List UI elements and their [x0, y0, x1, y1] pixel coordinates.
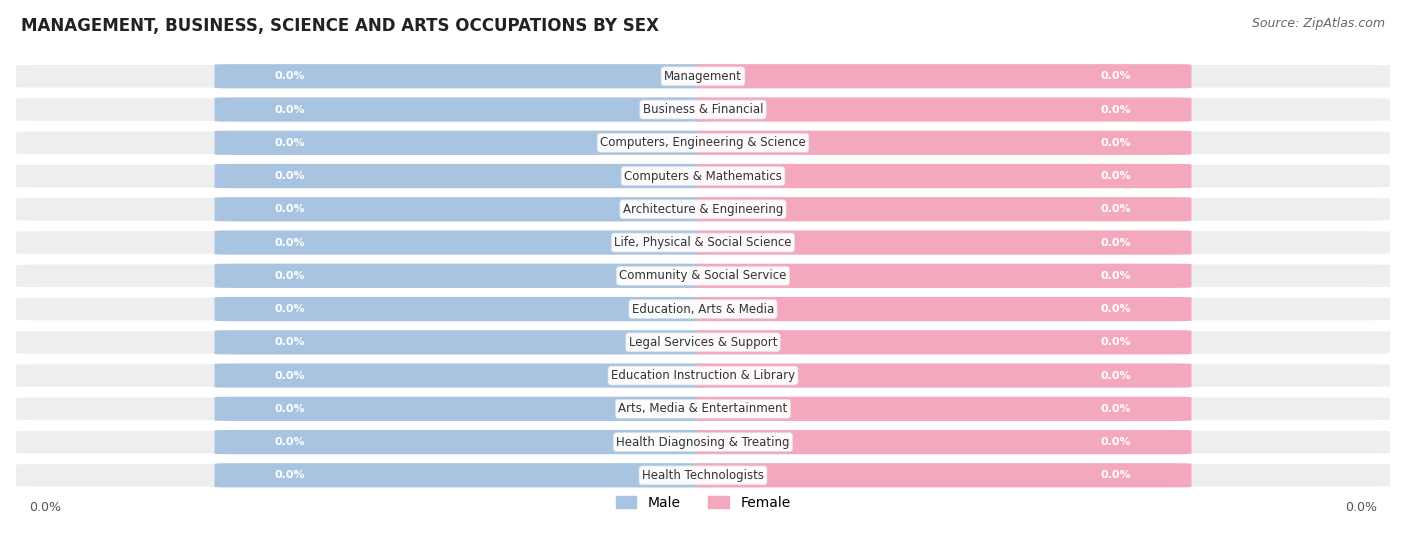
FancyBboxPatch shape [696, 430, 1191, 454]
FancyBboxPatch shape [696, 297, 1191, 321]
Text: 0.0%: 0.0% [276, 104, 305, 114]
FancyBboxPatch shape [15, 230, 1391, 255]
Text: 0.0%: 0.0% [276, 71, 305, 81]
Text: 0.0%: 0.0% [1101, 71, 1130, 81]
FancyBboxPatch shape [696, 264, 1191, 288]
Text: Source: ZipAtlas.com: Source: ZipAtlas.com [1251, 17, 1385, 30]
Text: Health Technologists: Health Technologists [643, 469, 763, 482]
Text: Computers & Mathematics: Computers & Mathematics [624, 170, 782, 182]
Text: 0.0%: 0.0% [276, 338, 305, 347]
Text: Education, Arts & Media: Education, Arts & Media [631, 302, 775, 316]
FancyBboxPatch shape [215, 330, 710, 354]
Text: 0.0%: 0.0% [1101, 171, 1130, 181]
FancyBboxPatch shape [215, 64, 710, 88]
Text: Community & Social Service: Community & Social Service [619, 270, 787, 282]
FancyBboxPatch shape [15, 163, 1391, 189]
FancyBboxPatch shape [215, 297, 710, 321]
Text: Health Diagnosing & Treating: Health Diagnosing & Treating [616, 436, 790, 449]
Text: Education Instruction & Library: Education Instruction & Library [612, 369, 794, 382]
FancyBboxPatch shape [696, 330, 1191, 354]
Text: 0.0%: 0.0% [1101, 104, 1130, 114]
Text: 0.0%: 0.0% [276, 437, 305, 447]
Text: 0.0%: 0.0% [1101, 437, 1130, 447]
Text: 0.0%: 0.0% [28, 501, 60, 513]
Text: Computers, Engineering & Science: Computers, Engineering & Science [600, 136, 806, 150]
FancyBboxPatch shape [215, 397, 710, 421]
FancyBboxPatch shape [215, 363, 710, 388]
Text: 0.0%: 0.0% [276, 404, 305, 414]
FancyBboxPatch shape [215, 131, 710, 155]
FancyBboxPatch shape [215, 197, 710, 222]
FancyBboxPatch shape [15, 397, 1391, 421]
Text: 0.0%: 0.0% [276, 204, 305, 214]
FancyBboxPatch shape [696, 363, 1191, 388]
Text: 0.0%: 0.0% [1101, 404, 1130, 414]
FancyBboxPatch shape [696, 230, 1191, 254]
FancyBboxPatch shape [696, 64, 1191, 88]
Text: 0.0%: 0.0% [276, 138, 305, 148]
FancyBboxPatch shape [215, 230, 710, 254]
Text: Arts, Media & Entertainment: Arts, Media & Entertainment [619, 402, 787, 415]
Text: 0.0%: 0.0% [276, 238, 305, 248]
Text: 0.0%: 0.0% [1101, 271, 1130, 281]
Text: 0.0%: 0.0% [1101, 371, 1130, 381]
FancyBboxPatch shape [15, 263, 1391, 288]
Text: 0.0%: 0.0% [276, 171, 305, 181]
Legend: Male, Female: Male, Female [610, 490, 796, 515]
FancyBboxPatch shape [15, 131, 1391, 155]
Text: 0.0%: 0.0% [276, 271, 305, 281]
Text: 0.0%: 0.0% [1101, 338, 1130, 347]
FancyBboxPatch shape [15, 363, 1391, 388]
Text: 0.0%: 0.0% [1101, 304, 1130, 314]
Text: 0.0%: 0.0% [1101, 238, 1130, 248]
Text: 0.0%: 0.0% [276, 304, 305, 314]
Text: Management: Management [664, 70, 742, 83]
FancyBboxPatch shape [15, 97, 1391, 122]
FancyBboxPatch shape [696, 164, 1191, 188]
FancyBboxPatch shape [15, 64, 1391, 89]
Text: 0.0%: 0.0% [1101, 138, 1130, 148]
FancyBboxPatch shape [215, 98, 710, 122]
FancyBboxPatch shape [215, 164, 710, 188]
Text: 0.0%: 0.0% [1101, 470, 1130, 480]
FancyBboxPatch shape [215, 264, 710, 288]
Text: 0.0%: 0.0% [1101, 204, 1130, 214]
Text: 0.0%: 0.0% [276, 470, 305, 480]
FancyBboxPatch shape [15, 297, 1391, 321]
FancyBboxPatch shape [215, 430, 710, 454]
FancyBboxPatch shape [15, 330, 1391, 355]
FancyBboxPatch shape [15, 430, 1391, 454]
FancyBboxPatch shape [696, 397, 1191, 421]
FancyBboxPatch shape [696, 131, 1191, 155]
Text: 0.0%: 0.0% [1346, 501, 1378, 513]
Text: Architecture & Engineering: Architecture & Engineering [623, 203, 783, 216]
Text: Legal Services & Support: Legal Services & Support [628, 336, 778, 349]
Text: Life, Physical & Social Science: Life, Physical & Social Science [614, 236, 792, 249]
Text: 0.0%: 0.0% [276, 371, 305, 381]
Text: Business & Financial: Business & Financial [643, 103, 763, 116]
FancyBboxPatch shape [696, 463, 1191, 488]
FancyBboxPatch shape [696, 98, 1191, 122]
Text: MANAGEMENT, BUSINESS, SCIENCE AND ARTS OCCUPATIONS BY SEX: MANAGEMENT, BUSINESS, SCIENCE AND ARTS O… [21, 17, 659, 35]
FancyBboxPatch shape [15, 463, 1391, 488]
FancyBboxPatch shape [15, 197, 1391, 222]
FancyBboxPatch shape [215, 463, 710, 488]
FancyBboxPatch shape [696, 197, 1191, 222]
